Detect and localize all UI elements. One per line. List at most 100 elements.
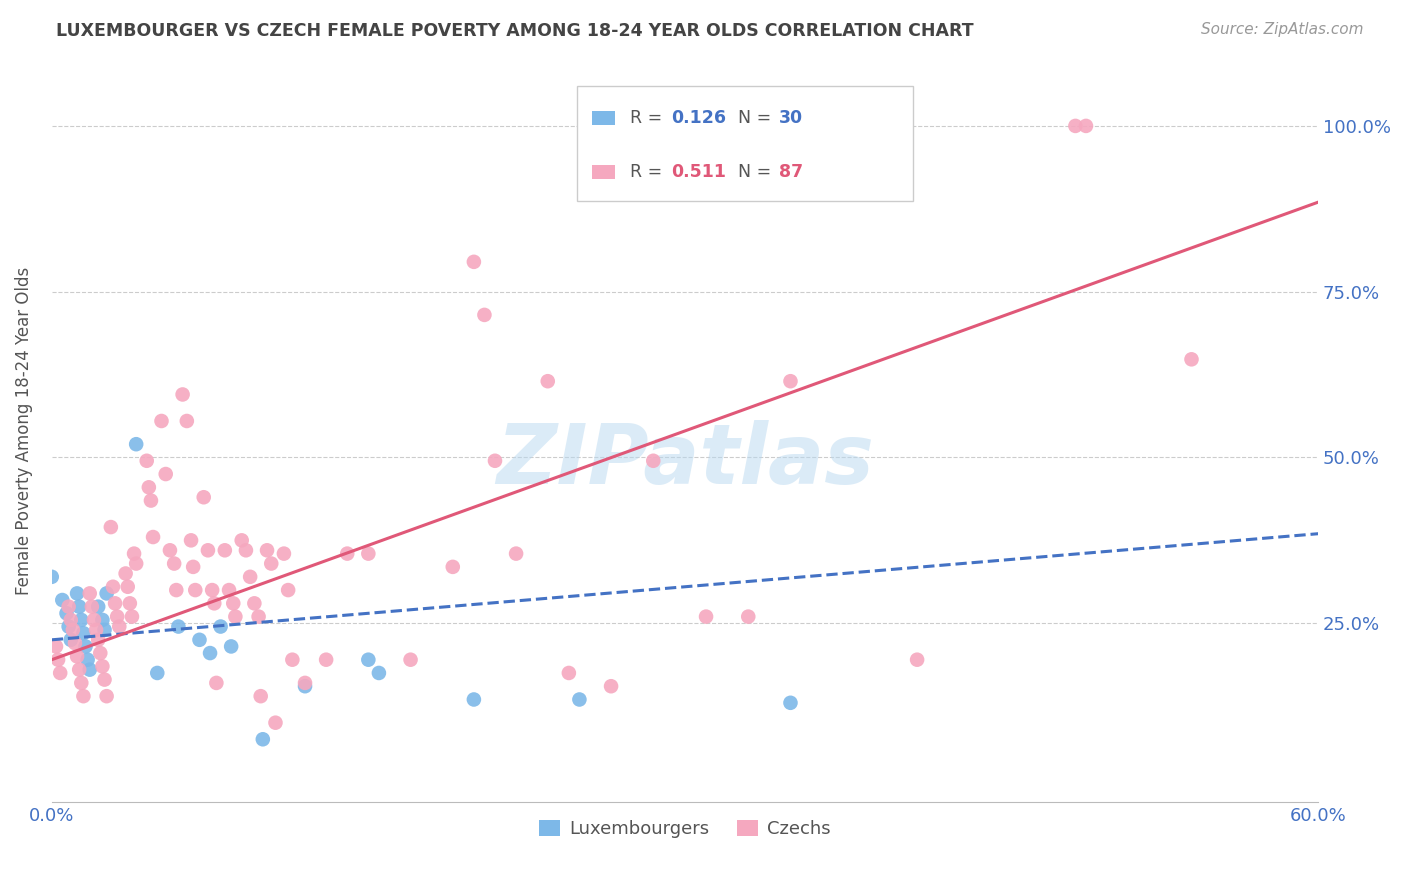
Point [45,640,67,654]
Point [198,646,221,660]
Point [231,533,253,548]
Point [239,570,262,584]
Point [79,586,101,600]
Y-axis label: Female Poverty Among 18-24 Year Olds: Female Poverty Among 18-24 Year Olds [15,267,32,595]
Point [357,653,380,667]
Point [100,520,122,534]
Point [180,533,202,548]
Point [76,653,98,667]
Point [294,679,316,693]
Point [1074,119,1097,133]
Point [399,653,422,667]
Point [222,596,245,610]
Point [114,566,136,581]
Point [87,632,110,647]
Point [125,437,148,451]
Point [104,596,127,610]
Point [905,653,928,667]
Point [643,454,665,468]
Point [66,586,89,600]
Point [209,619,232,633]
Point [224,609,246,624]
Point [72,689,94,703]
Text: LUXEMBOURGER VS CZECH FEMALE POVERTY AMONG 18-24 YEAR OLDS CORRELATION CHART: LUXEMBOURGER VS CZECH FEMALE POVERTY AMO… [56,22,974,40]
Point [93,623,115,637]
Point [46,653,69,667]
Point [463,255,485,269]
Point [600,679,623,693]
Point [193,490,215,504]
Text: 30: 30 [779,109,803,127]
Point [63,636,86,650]
Point [118,596,141,610]
Point [89,646,111,660]
Point [737,609,759,624]
Point [188,632,211,647]
Legend: Luxembourgers, Czechs: Luxembourgers, Czechs [531,813,838,846]
Point [336,547,359,561]
Point [197,543,219,558]
Point [1180,352,1202,367]
Point [150,414,173,428]
Point [91,613,114,627]
Point [315,653,337,667]
Point [181,560,204,574]
Point [108,619,131,633]
Point [779,696,801,710]
Point [101,580,124,594]
Point [201,583,224,598]
Point [277,583,299,598]
Point [256,543,278,558]
Point [41,570,63,584]
Point [167,619,190,633]
Point [357,547,380,561]
Point [219,640,242,654]
Point [260,557,283,571]
Point [67,663,90,677]
Point [159,543,181,558]
Point [51,593,73,607]
Point [84,623,107,637]
Point [264,715,287,730]
Point [105,609,128,624]
Text: R =: R = [630,109,668,127]
FancyBboxPatch shape [578,86,912,201]
Point [55,607,77,621]
Point [294,676,316,690]
Point [249,689,271,703]
Point [58,599,80,614]
Point [58,619,80,633]
Point [214,543,236,558]
Point [537,374,560,388]
Point [70,676,93,690]
Point [142,530,165,544]
Point [125,557,148,571]
Point [72,626,94,640]
Point [138,480,160,494]
Point [93,673,115,687]
Point [163,557,186,571]
Point [273,547,295,561]
Point [59,613,82,627]
Point [155,467,177,481]
Point [243,596,266,610]
Point [75,640,97,654]
Point [67,599,90,614]
Point [80,599,103,614]
Text: N =: N = [738,163,778,181]
Point [558,665,581,680]
Point [79,663,101,677]
Point [1064,119,1087,133]
Point [779,374,801,388]
Point [235,543,257,558]
Point [122,547,145,561]
Point [474,308,496,322]
Point [367,665,389,680]
Text: N =: N = [738,109,778,127]
Point [117,580,139,594]
Point [205,676,228,690]
Point [184,583,207,598]
Text: R =: R = [630,163,668,181]
Text: ZIPatlas: ZIPatlas [496,420,875,501]
Point [172,387,194,401]
